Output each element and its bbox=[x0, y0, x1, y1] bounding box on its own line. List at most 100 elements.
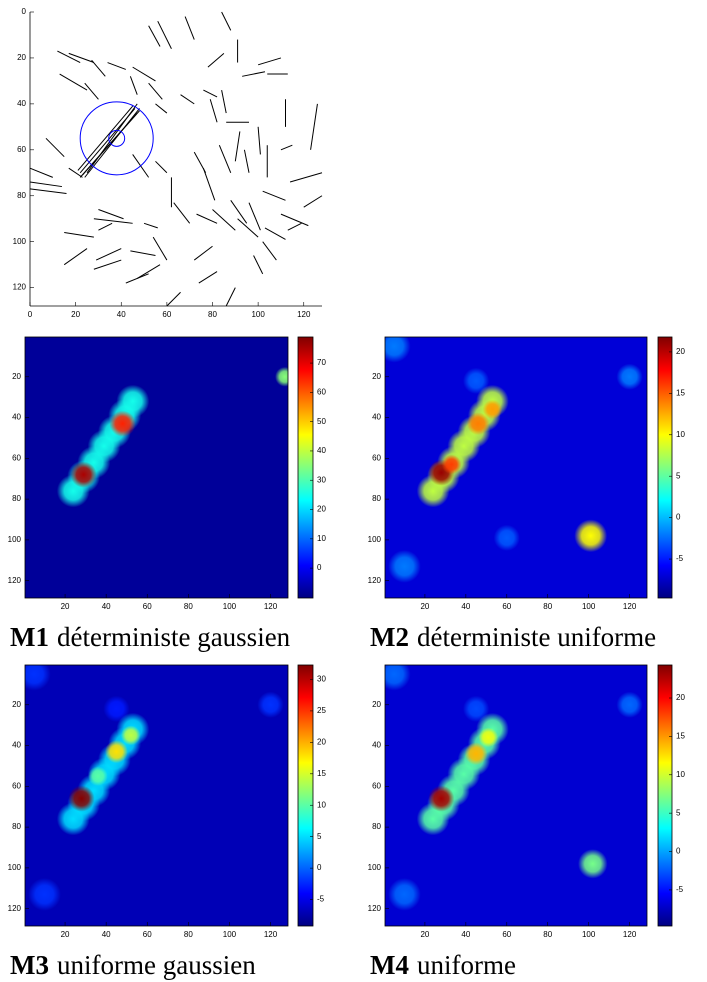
segment bbox=[184, 16, 195, 40]
blob bbox=[385, 337, 411, 363]
segment bbox=[253, 255, 264, 275]
blob bbox=[464, 742, 488, 766]
heatmap-background bbox=[25, 337, 288, 598]
panel-label: M3 bbox=[10, 950, 49, 980]
segment bbox=[180, 94, 195, 105]
segment bbox=[237, 218, 259, 238]
segment bbox=[248, 202, 261, 231]
segment bbox=[93, 259, 122, 270]
segment bbox=[125, 273, 149, 284]
segment bbox=[218, 145, 232, 173]
x-tick-label: 20 bbox=[61, 602, 70, 611]
colorbar-tick-label: 0 bbox=[676, 847, 681, 856]
colorbar-tick-label: -5 bbox=[676, 554, 684, 563]
y-tick-label: 20 bbox=[372, 700, 381, 709]
circle bbox=[108, 129, 126, 147]
colorbar-tick-label: 25 bbox=[317, 706, 326, 715]
blob bbox=[70, 461, 97, 488]
colorbar-tick-label: 5 bbox=[676, 471, 681, 480]
segment bbox=[230, 200, 248, 224]
segment bbox=[98, 222, 113, 231]
segment bbox=[95, 248, 122, 261]
panel-caption: M2 déterministe uniforme bbox=[370, 622, 656, 652]
colorbar-tick-label: 15 bbox=[676, 388, 685, 397]
blob bbox=[88, 766, 108, 786]
blob bbox=[68, 785, 95, 812]
y-tick-label: 40 bbox=[372, 413, 381, 422]
axes-box bbox=[24, 664, 289, 927]
segment bbox=[68, 52, 95, 64]
blob bbox=[257, 691, 284, 718]
segment bbox=[79, 112, 138, 178]
panel-caption: M4 uniforme bbox=[370, 950, 516, 980]
blob bbox=[574, 519, 608, 553]
y-tick-label: 120 bbox=[368, 576, 382, 585]
y-tick-label: 20 bbox=[12, 372, 21, 381]
y-tick-label: 100 bbox=[368, 535, 382, 544]
y-tick-label: 40 bbox=[17, 99, 26, 108]
x-tick-label: 120 bbox=[264, 930, 278, 939]
segment bbox=[157, 20, 172, 49]
axes-box bbox=[384, 336, 648, 599]
segment bbox=[257, 126, 261, 155]
y-tick-label: 60 bbox=[12, 781, 21, 790]
segment bbox=[143, 222, 158, 229]
colorbar-tick-label: 10 bbox=[676, 430, 685, 439]
panel-caption-text: uniforme gaussien bbox=[57, 950, 256, 980]
x-tick-label: 120 bbox=[297, 310, 311, 319]
segment bbox=[57, 50, 81, 63]
x-tick-label: 60 bbox=[502, 930, 511, 939]
segment bbox=[262, 241, 277, 261]
segment bbox=[29, 181, 63, 188]
heatmap-image bbox=[25, 665, 288, 926]
segment bbox=[280, 213, 309, 227]
blob bbox=[116, 384, 150, 418]
x-tick-label: 120 bbox=[264, 602, 278, 611]
blob bbox=[616, 363, 643, 390]
segment bbox=[84, 82, 99, 100]
segment bbox=[202, 168, 216, 201]
segment bbox=[136, 264, 161, 279]
segment bbox=[264, 227, 286, 240]
colorbar-tick-label: 30 bbox=[317, 475, 326, 484]
segment bbox=[287, 222, 302, 231]
y-tick-label: 40 bbox=[372, 741, 381, 750]
x-tick-label: 40 bbox=[461, 930, 470, 939]
blob bbox=[478, 727, 499, 748]
colorbar-tick-label: 60 bbox=[317, 387, 326, 396]
x-tick-label: 80 bbox=[543, 602, 552, 611]
segment bbox=[212, 209, 236, 231]
blob bbox=[25, 665, 51, 691]
blob bbox=[462, 367, 490, 394]
segment bbox=[98, 209, 124, 220]
segment bbox=[86, 103, 138, 174]
segment bbox=[203, 89, 218, 98]
segment bbox=[29, 188, 67, 194]
segment bbox=[166, 291, 181, 307]
segment bbox=[209, 99, 218, 123]
x-tick-label: 60 bbox=[143, 930, 152, 939]
x-tick-label: 20 bbox=[61, 930, 70, 939]
segment bbox=[225, 287, 236, 307]
colorbar-tick-label: 0 bbox=[317, 563, 322, 572]
y-tick-label: 40 bbox=[12, 741, 21, 750]
segment bbox=[289, 172, 323, 183]
y-tick-label: 120 bbox=[368, 904, 382, 913]
segment bbox=[129, 76, 138, 95]
blob bbox=[428, 785, 455, 812]
panel-caption-text: déterministe uniforme bbox=[417, 622, 656, 652]
y-tick-label: 40 bbox=[12, 413, 21, 422]
colorbar-tick-label: 40 bbox=[317, 446, 326, 455]
x-tick-label: 20 bbox=[420, 930, 429, 939]
y-tick-label: 100 bbox=[368, 863, 382, 872]
y-tick-label: 60 bbox=[372, 453, 381, 462]
segment-layer bbox=[29, 11, 323, 307]
y-tick-label: 0 bbox=[22, 7, 27, 16]
x-tick-label: 100 bbox=[582, 930, 596, 939]
y-tick-label: 80 bbox=[12, 494, 21, 503]
colorbar-tick-label: -5 bbox=[317, 895, 325, 904]
y-tick-label: 20 bbox=[372, 372, 381, 381]
panel-caption: M1 déterministe gaussien bbox=[10, 622, 291, 652]
x-tick-label: 80 bbox=[184, 930, 193, 939]
